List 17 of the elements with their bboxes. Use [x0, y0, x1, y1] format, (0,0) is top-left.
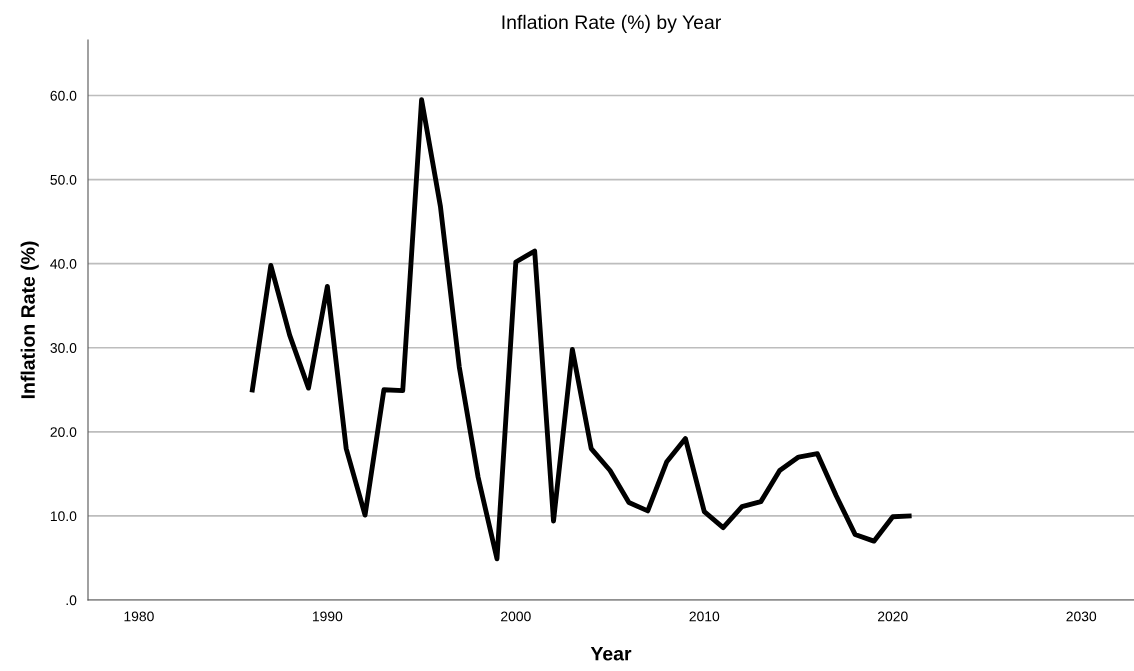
y-tick-label: 60.0: [50, 90, 77, 101]
y-axis-title: Inflation Rate (%): [20, 241, 39, 399]
x-tick-label: 2000: [501, 611, 531, 622]
x-tick-label: 2030: [1066, 611, 1097, 622]
chart-title: Inflation Rate (%) by Year: [502, 14, 721, 33]
line-series: [249, 97, 915, 562]
x-tick-label: 1990: [312, 611, 343, 622]
y-tick-label: .0: [66, 595, 77, 606]
x-tick-label: 2010: [689, 611, 720, 622]
x-tick-label: 2020: [878, 611, 908, 622]
x-axis-title: Year: [590, 646, 632, 661]
y-tick-label: 40.0: [50, 259, 77, 269]
y-tick-label: 30.0: [50, 343, 77, 353]
y-tick-label: 20.0: [50, 427, 77, 437]
y-tick-label: 10.0: [50, 511, 77, 522]
x-tick-label: 1980: [124, 611, 154, 622]
y-tick-label: 50.0: [50, 174, 77, 185]
